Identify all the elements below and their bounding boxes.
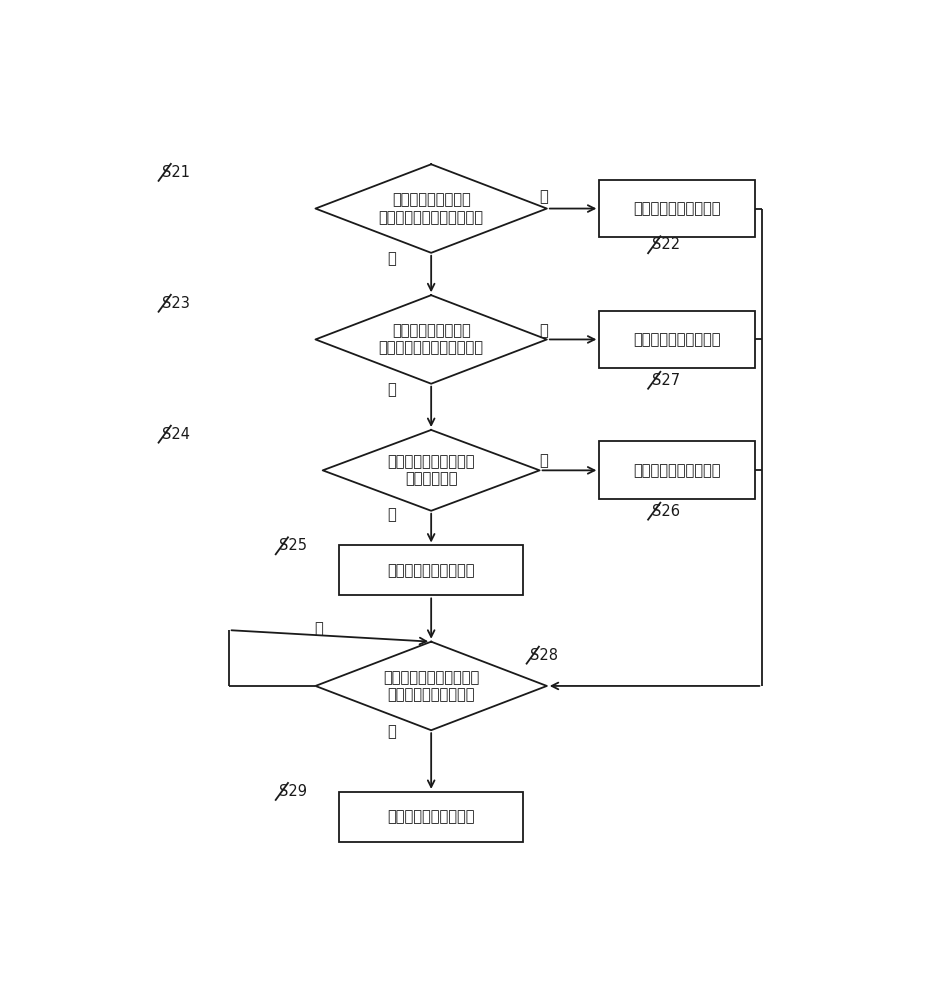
Polygon shape: [315, 164, 547, 253]
Polygon shape: [323, 430, 539, 511]
Text: 是: 是: [387, 508, 396, 523]
Bar: [599, 180, 755, 237]
Text: 判断所述动力电池的
电量是否大于等于第二阈值: 判断所述动力电池的 电量是否大于等于第二阈值: [379, 323, 483, 356]
Text: S28: S28: [530, 648, 558, 663]
Bar: [599, 441, 755, 499]
Text: 控制所述燃料电池启动: 控制所述燃料电池启动: [634, 332, 721, 347]
Text: 是: 是: [387, 382, 396, 397]
Bar: [339, 792, 523, 842]
Text: S27: S27: [651, 373, 680, 388]
Text: 判断所述动力电池的电量
是否小于等于第三阈值: 判断所述动力电池的电量 是否小于等于第三阈值: [383, 670, 480, 702]
Text: S22: S22: [651, 237, 680, 252]
Text: S25: S25: [279, 538, 307, 553]
Text: 控制所述燃料电池启动: 控制所述燃料电池启动: [387, 809, 475, 824]
Text: 否: 否: [314, 621, 324, 636]
Text: 判断所述动力电池的
电量是否大于等于第一阈值: 判断所述动力电池的 电量是否大于等于第一阈值: [379, 192, 483, 225]
Text: 控制所述燃料电池停机: 控制所述燃料电池停机: [387, 563, 475, 578]
Text: 判断所述路况信息是否
满足特殊路况: 判断所述路况信息是否 满足特殊路况: [387, 454, 475, 487]
Text: 否: 否: [539, 323, 548, 338]
Text: S24: S24: [162, 427, 190, 442]
Text: 否: 否: [539, 453, 548, 468]
Text: 否: 否: [387, 251, 396, 266]
Bar: [339, 545, 523, 595]
Bar: [599, 311, 755, 368]
Text: S29: S29: [279, 784, 307, 799]
Text: 控制所述燃料电池启动: 控制所述燃料电池启动: [634, 463, 721, 478]
Text: S21: S21: [162, 165, 190, 180]
Polygon shape: [315, 642, 547, 730]
Text: 是: 是: [539, 190, 548, 205]
Text: 控制所述燃料电池停机: 控制所述燃料电池停机: [634, 201, 721, 216]
Text: 是: 是: [387, 725, 396, 740]
Polygon shape: [315, 295, 547, 384]
Text: S23: S23: [162, 296, 190, 311]
Text: S26: S26: [651, 504, 680, 519]
